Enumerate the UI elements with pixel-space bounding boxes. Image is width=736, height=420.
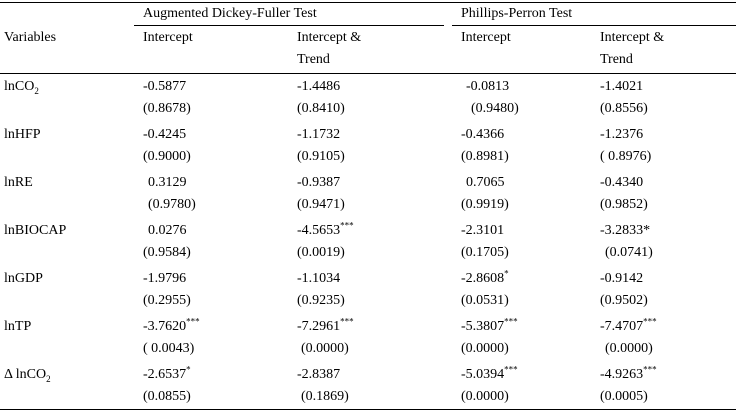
- table-cell: -0.9387: [297, 175, 341, 190]
- p-value-cell: (0.8678): [143, 101, 191, 116]
- row-label: Δ lnCO2: [4, 367, 51, 384]
- variables-header: Variables: [4, 30, 57, 45]
- table-cell: -7.4707***: [600, 316, 657, 334]
- table-cell: -5.3807***: [461, 316, 518, 334]
- row-label: lnBIOCAP: [4, 223, 67, 238]
- p-value-cell: (0.8981): [461, 149, 509, 164]
- p-value-cell: (0.0000): [461, 389, 509, 404]
- table-cell: -1.9796: [143, 271, 187, 286]
- table-cell: -0.4245: [143, 127, 187, 142]
- adf-trend-header-1: Intercept &: [297, 30, 362, 45]
- p-value-cell: (0.9502): [600, 293, 648, 308]
- p-value-cell: ( 0.8976): [600, 149, 652, 164]
- row-label: lnTP: [4, 319, 32, 334]
- p-value-cell: (0.0000): [461, 341, 509, 356]
- pp-rule: [452, 25, 736, 26]
- p-value-cell: (0.9852): [600, 197, 648, 212]
- header-bottom-rule: [0, 73, 736, 74]
- table-cell: -1.1732: [297, 127, 341, 142]
- table-cell: -1.2376: [600, 127, 644, 142]
- adf-rule: [134, 25, 444, 26]
- table-cell: 0.0276: [148, 223, 187, 238]
- p-value-cell: (0.8556): [600, 101, 648, 116]
- row-label: lnRE: [4, 175, 33, 190]
- row-label: lnCO2: [4, 79, 39, 96]
- pp-trend-header-2: Trend: [600, 52, 633, 67]
- pp-header: Phillips-Perron Test: [461, 6, 573, 21]
- table-cell: -4.9263***: [600, 364, 657, 382]
- adf-intercept-header: Intercept: [143, 30, 193, 45]
- p-value-cell: (0.0741): [605, 245, 653, 260]
- p-value-cell: (0.9471): [297, 197, 345, 212]
- top-rule: [0, 2, 736, 3]
- p-value-cell: (0.9780): [148, 197, 196, 212]
- p-value-cell: (0.9000): [143, 149, 191, 164]
- table-cell: -1.4486: [297, 79, 341, 94]
- p-value-cell: (0.1705): [461, 245, 509, 260]
- p-value-cell: (0.8410): [297, 101, 345, 116]
- row-label: lnHFP: [4, 127, 41, 142]
- p-value-cell: (0.0019): [297, 245, 345, 260]
- table-cell: -2.6537*: [143, 364, 191, 382]
- table-cell: -2.3101: [461, 223, 505, 238]
- table-cell: 0.7065: [466, 175, 505, 190]
- p-value-cell: (0.0531): [461, 293, 509, 308]
- table-cell: -1.4021: [600, 79, 644, 94]
- p-value-cell: (0.0855): [143, 389, 191, 404]
- p-value-cell: (0.9584): [143, 245, 191, 260]
- table-cell: -7.2961***: [297, 316, 354, 334]
- p-value-cell: ( 0.0043): [143, 341, 195, 356]
- p-value-cell: (0.0005): [600, 389, 648, 404]
- table-cell: -0.9142: [600, 271, 644, 286]
- table-cell: -4.5653***: [297, 220, 354, 238]
- p-value-cell: (0.0000): [605, 341, 653, 356]
- p-value-cell: (0.1869): [301, 389, 349, 404]
- table-cell: -0.5877: [143, 79, 187, 94]
- table-cell: -5.0394***: [461, 364, 518, 382]
- table-cell: -0.4366: [461, 127, 505, 142]
- pp-trend-header-1: Intercept &: [600, 30, 665, 45]
- p-value-cell: (0.2955): [143, 293, 191, 308]
- row-label: lnGDP: [4, 271, 43, 286]
- adf-header: Augmented Dickey-Fuller Test: [143, 6, 317, 21]
- adf-trend-header-2: Trend: [297, 52, 330, 67]
- table-cell: -3.2833*: [600, 223, 651, 238]
- table-cell: -0.0813: [466, 79, 510, 94]
- table-cell: -0.4340: [600, 175, 644, 190]
- bottom-rule: [0, 409, 736, 410]
- p-value-cell: (0.9235): [297, 293, 345, 308]
- table-cell: -1.1034: [297, 271, 341, 286]
- p-value-cell: (0.0000): [301, 341, 349, 356]
- table-cell: -2.8608*: [461, 268, 509, 286]
- p-value-cell: (0.9105): [297, 149, 345, 164]
- pp-intercept-header: Intercept: [461, 30, 511, 45]
- p-value-cell: (0.9480): [471, 101, 519, 116]
- p-value-cell: (0.9919): [461, 197, 509, 212]
- table-cell: -3.7620***: [143, 316, 200, 334]
- table-cell: -2.8387: [297, 367, 341, 382]
- table-cell: 0.3129: [148, 175, 187, 190]
